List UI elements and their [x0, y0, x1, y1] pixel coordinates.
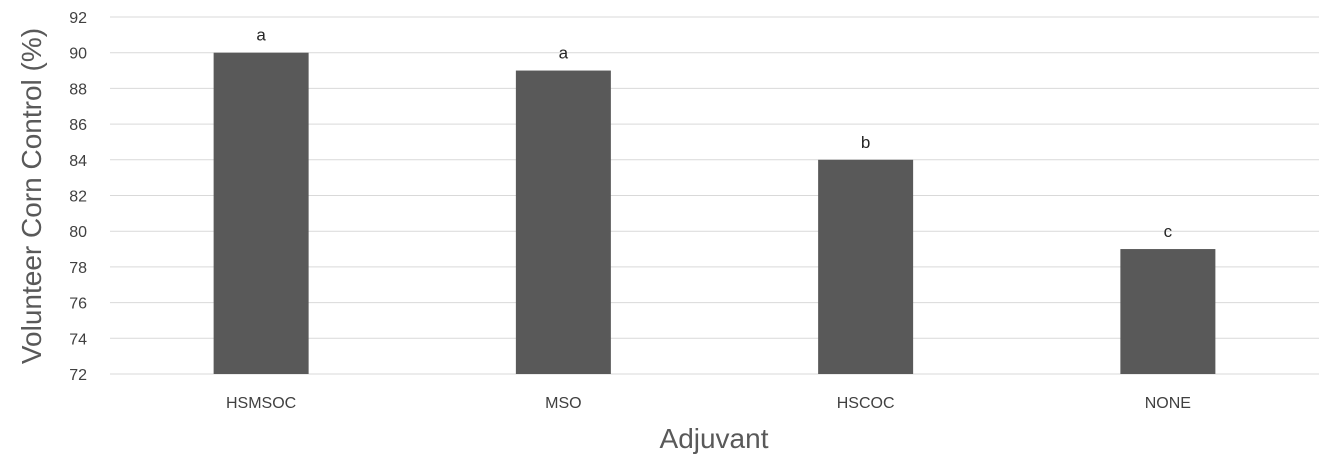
y-tick-label: 88	[69, 81, 87, 98]
bars	[213, 52, 1216, 375]
y-tick-label: 82	[69, 189, 87, 206]
bar-none	[1120, 249, 1216, 374]
y-tick-label: 90	[69, 46, 87, 63]
data-label: c	[1164, 222, 1173, 241]
y-tick-label: 78	[69, 260, 87, 277]
data-label: a	[559, 44, 569, 63]
y-tick-label: 74	[69, 331, 87, 348]
bar-hscoc	[818, 159, 914, 374]
x-axis-ticks: HSMSOC MSO HSCOC NONE	[226, 395, 1191, 412]
data-label: a	[256, 26, 266, 45]
x-tick-label: MSO	[545, 395, 581, 412]
y-tick-label: 76	[69, 296, 87, 313]
bar-hsmsoc	[213, 52, 309, 374]
data-labels: a a b c	[256, 26, 1172, 241]
y-axis-ticks: 72 74 76 78 80 82 84 86 88 90 92	[69, 10, 87, 384]
y-tick-label: 84	[69, 153, 87, 170]
y-tick-label: 80	[69, 224, 87, 241]
y-tick-label: 72	[69, 367, 87, 384]
y-tick-label: 86	[69, 117, 87, 134]
x-axis-title: Adjuvant	[660, 423, 769, 454]
y-axis-title: Volunteer Corn Control (%)	[16, 28, 47, 364]
x-tick-label: HSCOC	[837, 395, 895, 412]
gridlines	[110, 16, 1319, 375]
bar-mso	[515, 70, 611, 375]
data-label: b	[861, 133, 870, 152]
y-tick-label: 92	[69, 10, 87, 27]
x-tick-label: NONE	[1145, 395, 1191, 412]
x-tick-label: HSMSOC	[226, 395, 296, 412]
